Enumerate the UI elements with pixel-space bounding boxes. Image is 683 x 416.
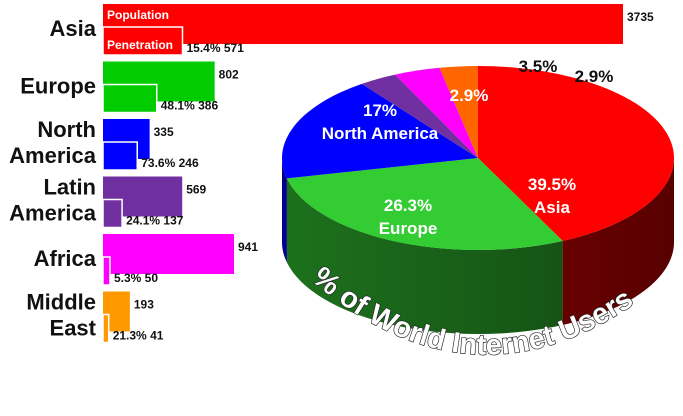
pie-value-slice-5: 2.9% bbox=[575, 67, 614, 86]
users-bar-asia bbox=[102, 26, 184, 56]
population-value-north-america: 335 bbox=[154, 125, 174, 139]
pie-slice-slice-5 bbox=[439, 66, 478, 158]
pie-slice-slice-4 bbox=[395, 67, 478, 158]
pie-value-asia: 39.5% bbox=[528, 175, 576, 194]
region-label-latin-america-line1: Latin bbox=[43, 175, 96, 200]
population-value-europe: 802 bbox=[219, 68, 239, 82]
region-label-middle-east-line1: Middle bbox=[26, 290, 96, 315]
population-value-latin-america: 569 bbox=[186, 183, 206, 197]
pie-slice-asia bbox=[478, 66, 675, 241]
bar-chart: 3735 15.4% 571 Asia 802 48.1% 386 Europe 335 73… bbox=[9, 4, 654, 344]
penetration-value-asia: 15.4% 571 bbox=[186, 41, 244, 55]
penetration-value-north-america: 73.6% 246 bbox=[141, 156, 199, 170]
pie-value-slice-3: 2.9% bbox=[450, 86, 489, 105]
population-series-label: Population bbox=[107, 8, 169, 22]
region-label-north-america-line1: North bbox=[37, 117, 96, 142]
penetration-series-label: Penetration bbox=[107, 38, 173, 52]
region-label-africa: Africa bbox=[34, 246, 97, 271]
population-bar-africa bbox=[103, 234, 235, 274]
population-bar-asia bbox=[103, 4, 623, 44]
penetration-value-latin-america: 24.1% 137 bbox=[126, 214, 184, 228]
pie-value-slice-4: 3.5% bbox=[519, 57, 558, 76]
region-label-north-america-line2: America bbox=[9, 143, 97, 168]
users-bar-africa bbox=[102, 256, 111, 286]
pie-label-north-america: North America bbox=[322, 124, 439, 143]
population-value-asia: 3735 bbox=[627, 10, 654, 24]
region-label-asia: Asia bbox=[50, 16, 97, 41]
region-label-latin-america-line2: America bbox=[9, 201, 97, 226]
penetration-value-europe: 48.1% 386 bbox=[161, 99, 219, 113]
pie-rim-shade bbox=[282, 158, 674, 334]
penetration-value-middle-east: 21.3% 41 bbox=[113, 329, 164, 343]
pie-chart: 39.5% Asia 26.3% Europe 17% North America 2.9%… bbox=[281, 57, 675, 362]
pie-value-north-america: 17% bbox=[363, 101, 397, 120]
region-label-middle-east-line2: East bbox=[50, 316, 97, 341]
population-value-middle-east: 193 bbox=[134, 298, 154, 312]
users-bar-latin-america bbox=[102, 198, 123, 229]
penetration-value-africa: 5.3% 50 bbox=[114, 271, 158, 285]
pie-slice-north-america bbox=[281, 83, 478, 179]
users-bar-north-america bbox=[102, 141, 138, 171]
region-label-europe: Europe bbox=[20, 74, 96, 99]
pie-label-europe: Europe bbox=[379, 219, 438, 238]
users-bar-europe bbox=[102, 83, 158, 114]
pie-slice-europe bbox=[286, 158, 563, 250]
population-value-africa: 941 bbox=[238, 240, 258, 254]
pie-slice-slice-3 bbox=[361, 74, 478, 158]
pie-label-asia: Asia bbox=[534, 198, 570, 217]
users-bar-middle-east bbox=[102, 313, 110, 344]
pie-value-europe: 26.3% bbox=[384, 196, 432, 215]
